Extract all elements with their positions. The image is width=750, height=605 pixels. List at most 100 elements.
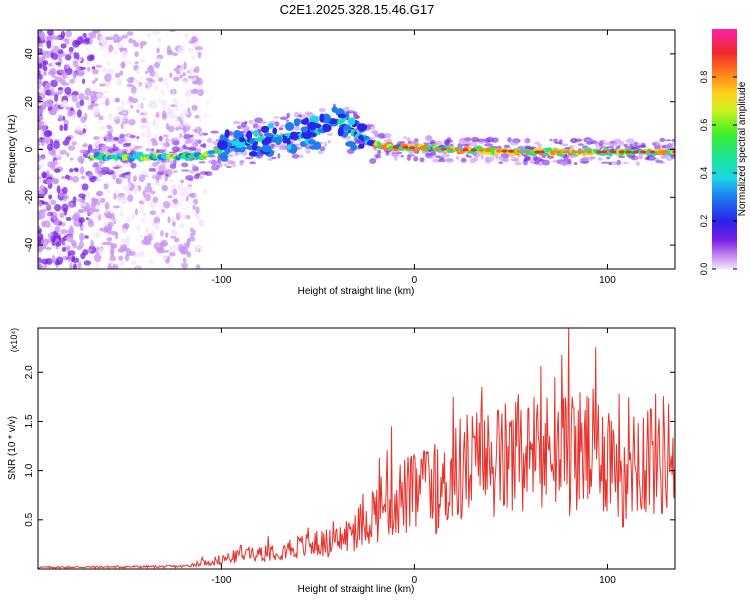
spectrogram-noise-cell	[176, 65, 181, 69]
spectrogram-noise-cell	[149, 210, 157, 216]
spectrogram-halo-cell	[232, 120, 241, 125]
spectrogram-halo-cell	[130, 162, 137, 169]
spectrogram-halo-cell	[486, 136, 494, 143]
spectrogram-noise-cell	[193, 245, 200, 253]
spectrogram-noise-cell	[71, 141, 77, 146]
spectrogram-noise-cell	[192, 204, 196, 211]
spectrogram-blob-cell	[251, 144, 258, 151]
spectrogram-halo-cell	[383, 139, 389, 143]
spectrogram-blob-cell	[322, 124, 332, 133]
spectrogram-halo-cell	[553, 138, 558, 144]
spectrogram-noise-cell	[39, 264, 45, 269]
spectrogram-noise-cell	[186, 122, 192, 127]
spectrogram-peak-cell	[549, 150, 556, 154]
spectrogram-halo-cell	[383, 132, 392, 139]
spectrogram-halo-cell	[112, 143, 116, 148]
spectrogram-noise-cell	[86, 67, 91, 72]
spectrogram-noise-cell	[117, 196, 122, 202]
spectrogram-cells	[38, 30, 675, 269]
spectrogram-halo-cell	[445, 158, 453, 162]
spectrogram-noise-cell	[54, 203, 62, 212]
spectrogram-noise-cell	[169, 251, 176, 257]
spectrogram-blob-cell	[308, 139, 316, 145]
spectrogram-halo-cell	[524, 156, 532, 160]
spectrogram-noise-cell	[166, 84, 169, 90]
spectrogram-noise-cell	[81, 202, 87, 207]
spectrogram-noise-cell	[170, 183, 177, 190]
spectrogram-halo-cell	[104, 146, 112, 150]
spectrogram-noise-cell	[38, 230, 42, 235]
spectrogram-halo-cell	[291, 153, 300, 159]
spectrogram-halo-cell	[495, 154, 499, 160]
spectrogram-noise-cell	[60, 30, 66, 39]
spectrogram-halo-cell	[181, 162, 189, 168]
spectrogram-noise-cell	[182, 80, 189, 85]
spectrogram-halo-cell	[122, 149, 129, 152]
spectrogram-halo-cell	[326, 132, 334, 136]
spectrogram-noise-cell	[146, 86, 150, 90]
snr-x-tick-label: 0	[412, 575, 418, 586]
spectrogram-blob-cell	[284, 121, 295, 131]
spectrogram-noise-cell	[46, 178, 52, 185]
spectrogram-blob-cell	[300, 126, 308, 133]
spectrogram-noise-cell	[126, 83, 134, 88]
spectrogram-noise-cell	[38, 62, 43, 69]
spectrogram-noise-cell	[121, 200, 126, 205]
spectrogram-noise-cell	[92, 106, 100, 116]
spectrogram-noise-cell	[171, 229, 177, 237]
spectrogram-halo-cell	[188, 147, 197, 151]
spectrogram-halo-cell	[271, 156, 277, 160]
spectrogram-halo-cell	[375, 154, 382, 159]
spectrogram-halo-cell	[503, 144, 511, 149]
spectrogram-noise-cell	[91, 80, 96, 84]
spectrogram-noise-cell	[115, 177, 123, 185]
spectrogram-noise-cell	[154, 190, 158, 194]
spectrogram-noise-cell	[84, 112, 88, 121]
spectrogram-noise-cell	[156, 247, 161, 252]
spectrogram-noise-cell	[51, 148, 57, 157]
spectrogram-noise-cell	[141, 239, 148, 245]
spectrogram-noise-cell	[173, 67, 178, 72]
spectrogram-noise-cell	[162, 104, 167, 110]
colorbar-tick-label: 0.2	[699, 215, 709, 228]
spectrogram-halo-cell	[204, 171, 213, 177]
spectrogram-noise-cell	[42, 72, 47, 76]
spectrogram-halo-cell	[471, 136, 480, 143]
spectrogram-halo-cell	[105, 138, 114, 143]
spectrogram-noise-cell	[198, 110, 202, 115]
spectrogram-halo-cell	[617, 155, 626, 159]
spectrogram-noise-cell	[62, 99, 69, 107]
spectrogram-halo-cell	[593, 141, 599, 145]
spectrogram-noise-cell	[172, 89, 175, 95]
spectrogram-noise-cell	[93, 231, 101, 238]
spectrogram-noise-cell	[115, 78, 123, 87]
spectrogram-noise-cell	[50, 199, 57, 205]
spectrogram-halo-cell	[424, 135, 433, 142]
spectrogram-noise-cell	[62, 38, 68, 42]
spectrogram-noise-cell	[58, 114, 63, 122]
spectrogram-halo-cell	[484, 143, 493, 147]
spectrogram-noise-cell	[155, 180, 159, 186]
spectrogram-halo-cell	[249, 161, 256, 165]
spectrogram-peak-cell	[657, 150, 664, 154]
spectrogram-noise-cell	[116, 106, 124, 112]
snr-y-label: SNR (10 * v/v)	[7, 416, 18, 480]
spectrogram-noise-cell	[42, 124, 47, 132]
spectrogram-halo-cell	[498, 155, 506, 162]
spectrogram-noise-cell	[146, 182, 152, 187]
spectrogram-noise-cell	[108, 44, 114, 53]
spectrogram-halo-cell	[150, 148, 155, 152]
spectrogram-halo-cell	[318, 107, 326, 113]
spectrogram-blob-cell	[238, 137, 246, 143]
spectrogram-noise-cell	[148, 259, 154, 264]
spectrogram-noise-cell	[132, 79, 141, 84]
spectrogram-noise-cell	[93, 253, 102, 263]
spectrogram-noise-cell	[106, 189, 111, 194]
spectrogram-peak-cell	[625, 150, 632, 154]
spectrogram-noise-cell	[194, 66, 200, 74]
spectrogram-noise-cell	[121, 227, 128, 235]
spectrogram-halo-cell	[319, 146, 326, 152]
spectrogram-noise-cell	[135, 266, 140, 269]
spectrogram-noise-cell	[71, 114, 79, 119]
spectrogram-peak-cell	[462, 148, 469, 152]
